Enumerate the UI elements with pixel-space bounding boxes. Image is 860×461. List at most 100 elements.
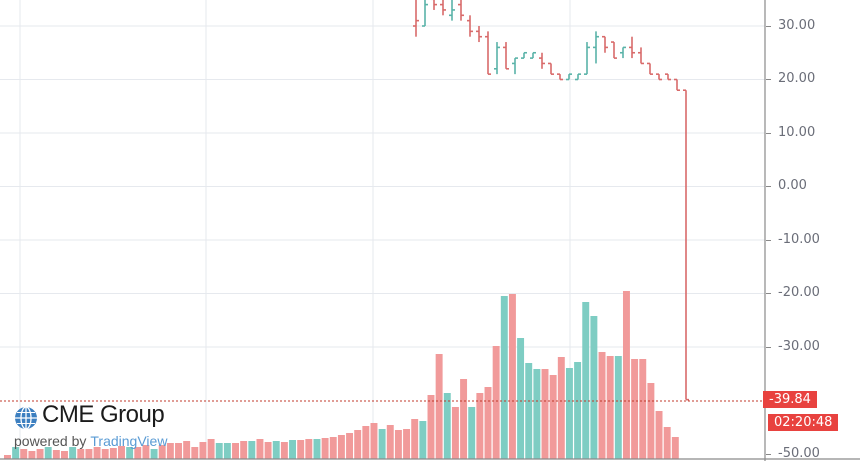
- ohlc-bar: [575, 73, 581, 81]
- ohlc-bar: [638, 47, 644, 65]
- volume-bar: [565, 368, 573, 459]
- globe-icon: [15, 406, 37, 430]
- last-price-tag: -39.84: [763, 391, 817, 408]
- volume-bar: [508, 294, 516, 459]
- volume-bar: [533, 369, 541, 459]
- ohlc-bar: [521, 51, 527, 59]
- ohlc-bar: [512, 57, 518, 75]
- ohlc-bar: [656, 73, 662, 81]
- volume-bar: [150, 449, 158, 459]
- volume-bar: [500, 296, 508, 459]
- volume-bar: [337, 435, 345, 459]
- volume-bar: [346, 433, 354, 459]
- volume-bar: [639, 359, 647, 459]
- ohlc-bar: [665, 73, 671, 81]
- price-axis-label: 20.00: [778, 71, 816, 86]
- volume-bar: [362, 426, 370, 459]
- volume-bar: [411, 419, 419, 459]
- volume-bar: [484, 387, 492, 459]
- price-axis-tick: [766, 454, 771, 455]
- volume-bar: [598, 352, 606, 459]
- volume-bar: [166, 443, 174, 459]
- volume-bar: [118, 446, 125, 459]
- volume-bar: [492, 346, 500, 459]
- ohlc-bar: [503, 42, 509, 70]
- price-axis-label: 0.00: [778, 178, 807, 193]
- volume-bars: [4, 291, 679, 459]
- volume-bar: [158, 445, 166, 459]
- tradingview-link[interactable]: TradingView: [90, 433, 168, 449]
- volume-bar: [419, 421, 427, 459]
- volume-bar: [101, 449, 109, 459]
- volume-bar: [606, 356, 614, 459]
- price-axis-label: -20.00: [778, 285, 820, 300]
- volume-bar: [435, 354, 443, 459]
- volume-bar: [44, 447, 52, 459]
- volume-bar: [20, 449, 28, 459]
- volume-bar: [663, 427, 671, 459]
- price-axis-tick: [766, 293, 771, 294]
- price-axis-label: -10.00: [778, 232, 820, 247]
- volume-bar: [557, 357, 565, 459]
- volume-bar: [305, 439, 313, 459]
- volume-bar: [378, 429, 386, 459]
- ohlc-bar: [440, 0, 446, 16]
- volume-bar: [183, 441, 191, 459]
- volume-bar: [590, 316, 598, 459]
- volume-bar: [191, 447, 199, 459]
- ohlc-bar: [593, 31, 599, 64]
- volume-bar: [207, 439, 215, 459]
- volume-bar: [77, 449, 85, 459]
- volume-bar: [451, 407, 459, 459]
- volume-bar: [468, 407, 476, 459]
- volume-bar: [370, 423, 378, 459]
- volume-bar: [4, 455, 11, 459]
- price-axis-label: 10.00: [778, 125, 816, 140]
- volume-bar: [232, 443, 239, 459]
- powered-by-credit[interactable]: powered by TradingView: [14, 433, 167, 449]
- volume-bar: [93, 447, 101, 459]
- price-axis-tick: [766, 26, 771, 27]
- volume-bar: [223, 443, 231, 459]
- volume-bar: [313, 439, 321, 459]
- ohlc-bar: [620, 46, 626, 59]
- volume-bar: [582, 302, 590, 459]
- volume-bar: [199, 442, 207, 459]
- cme-group-wordmark: CME Group: [42, 401, 165, 428]
- ohlc-bar: [683, 89, 689, 401]
- volume-bar: [240, 441, 248, 459]
- volume-bar: [109, 448, 117, 459]
- ohlc-bar: [458, 0, 464, 21]
- volume-bar: [574, 362, 582, 459]
- volume-bar: [321, 438, 329, 459]
- price-axis-label: -50.00: [778, 446, 820, 461]
- grid-lines: [0, 0, 765, 459]
- ohlc-bar: [674, 78, 680, 91]
- ohlc-bar: [584, 42, 590, 75]
- ohlc-bar: [485, 31, 491, 75]
- volume-bar: [126, 447, 134, 459]
- volume-bar: [443, 393, 451, 459]
- ohlc-bar: [602, 35, 608, 53]
- volume-bar: [256, 439, 264, 459]
- ohlc-bar: [629, 36, 635, 59]
- price-axis-tick: [766, 79, 771, 80]
- volume-bar: [354, 430, 362, 459]
- volume-bar: [631, 359, 639, 459]
- ohlc-bar: [530, 51, 536, 59]
- ohlc-bar: [647, 62, 653, 75]
- ohlc-bars: [413, 0, 689, 401]
- volume-bar: [655, 411, 663, 459]
- volume-bar: [142, 445, 150, 459]
- ohlc-bar: [422, 0, 428, 27]
- ohlc-bar: [566, 73, 572, 81]
- volume-bar: [264, 442, 272, 459]
- volume-bar: [69, 447, 77, 459]
- price-axis-label: -30.00: [778, 339, 820, 354]
- volume-bar: [386, 425, 394, 459]
- volume-bar: [394, 430, 402, 459]
- ohlc-bar: [431, 0, 437, 10]
- volume-bar: [12, 447, 20, 459]
